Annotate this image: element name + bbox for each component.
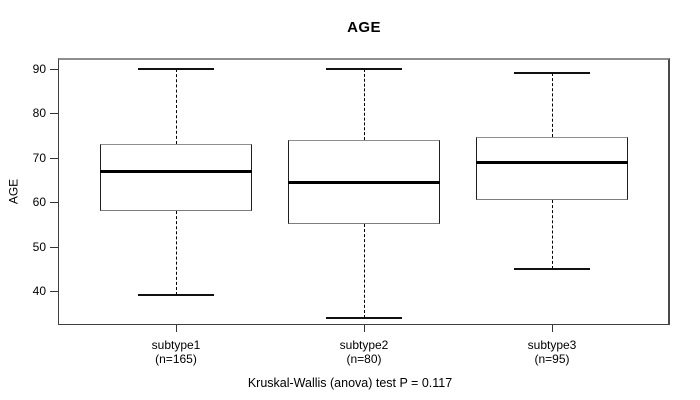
y-tick-mark bbox=[50, 246, 58, 248]
y-tick-mark bbox=[50, 202, 58, 203]
x-tick-mark bbox=[364, 325, 365, 332]
y-tick-mark bbox=[50, 68, 58, 70]
median-line bbox=[100, 169, 252, 173]
y-tick-mark bbox=[50, 113, 58, 114]
y-tick-label: 70 bbox=[32, 150, 46, 165]
whisker-upper bbox=[176, 68, 177, 145]
x-group-label: subtype1 (n=165) bbox=[106, 338, 246, 366]
whisker-lower bbox=[552, 199, 553, 269]
y-tick-mark bbox=[50, 291, 58, 292]
x-group-name: subtype3 bbox=[527, 338, 577, 352]
y-tick-label: 80 bbox=[32, 106, 46, 120]
whisker-cap-upper bbox=[326, 67, 402, 70]
y-tick-label: 60 bbox=[32, 195, 46, 209]
y-tick-label: 90 bbox=[32, 61, 46, 76]
whisker-upper bbox=[364, 68, 365, 140]
x-group-count: (n=80) bbox=[346, 352, 382, 366]
x-group-count: (n=95) bbox=[534, 352, 570, 366]
chart-title: AGE bbox=[347, 19, 381, 36]
x-group-label: subtype3 (n=95) bbox=[482, 338, 622, 366]
x-group-name: subtype1 bbox=[151, 338, 201, 352]
x-group-label: subtype2 (n=80) bbox=[294, 338, 434, 366]
iqr-box bbox=[100, 144, 252, 211]
iqr-box bbox=[476, 137, 628, 200]
y-tick-label: 50 bbox=[32, 239, 46, 254]
whisker-cap-lower bbox=[138, 294, 214, 297]
x-group-count: (n=165) bbox=[155, 352, 197, 366]
whisker-lower bbox=[176, 210, 177, 296]
whisker-lower bbox=[364, 224, 365, 318]
x-tick-mark bbox=[552, 325, 553, 332]
whisker-cap-upper bbox=[514, 71, 590, 74]
whisker-upper bbox=[552, 72, 553, 138]
whisker-cap-lower bbox=[326, 316, 402, 319]
x-group-name: subtype2 bbox=[339, 338, 389, 352]
whisker-cap-upper bbox=[138, 67, 214, 70]
whisker-cap-lower bbox=[514, 267, 590, 270]
kruskal-wallis-caption: Kruskal-Wallis (anova) test P = 0.117 bbox=[247, 376, 453, 390]
y-tick-mark bbox=[50, 157, 58, 159]
y-tick-label: 40 bbox=[32, 284, 46, 298]
median-line bbox=[476, 160, 628, 164]
x-tick-mark bbox=[176, 325, 177, 332]
median-line bbox=[288, 180, 440, 184]
